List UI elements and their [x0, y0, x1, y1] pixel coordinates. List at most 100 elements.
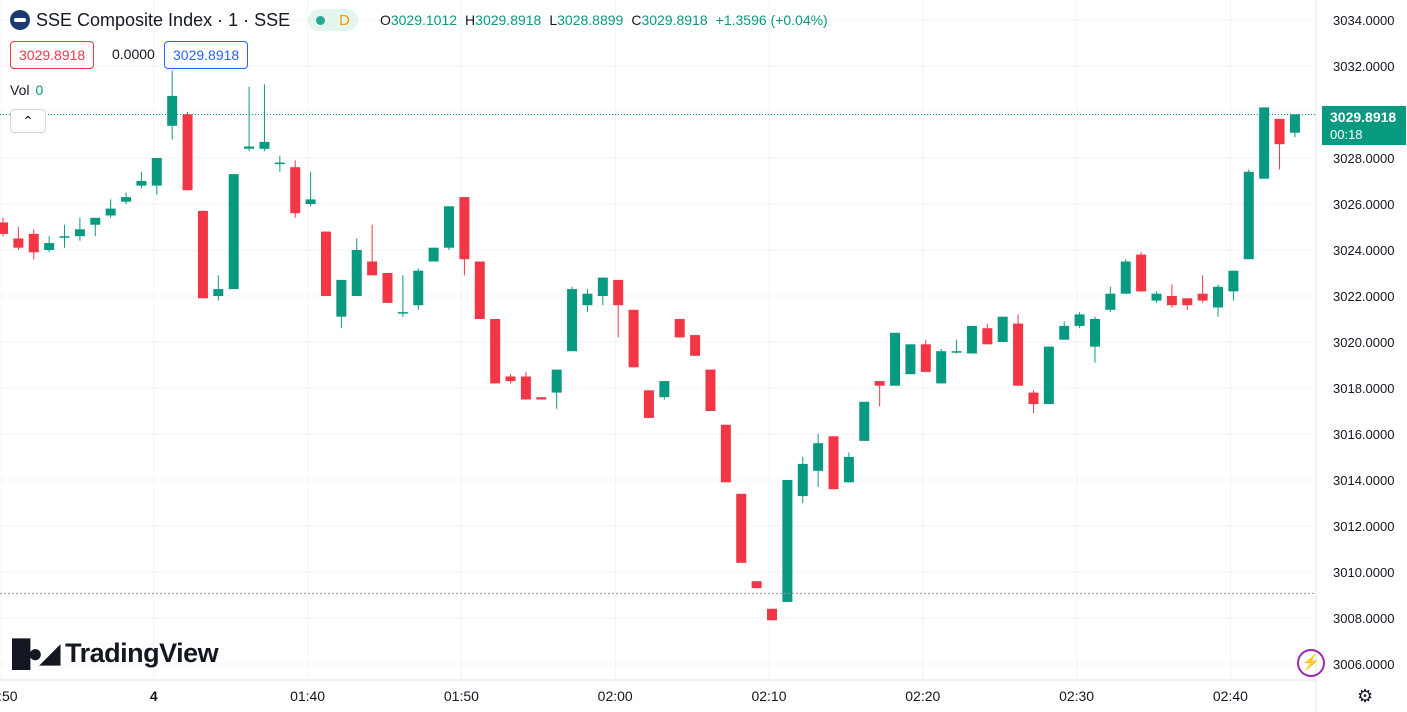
candle: [505, 374, 516, 384]
settings-gear-icon[interactable]: ⚙: [1357, 686, 1374, 706]
candle: [920, 339, 931, 372]
time-axis[interactable]: 06:50 4 01:40 01:50 02:00 02:10 02:20 02:30 02:4…: [0, 679, 1316, 704]
candle-body: [1043, 346, 1054, 405]
candle: [751, 581, 762, 589]
collapse-legend-button[interactable]: ⌃: [10, 109, 46, 133]
market-open-icon: [316, 15, 326, 25]
x-tick-label: 4: [150, 688, 158, 704]
close-label: C: [631, 12, 642, 28]
open-value: 3029.1012: [390, 12, 458, 28]
candle: [167, 70, 178, 140]
candle: [1228, 270, 1239, 301]
y-tick-label: 3008.0000: [1333, 611, 1394, 626]
y-tick-label: 3020.0000: [1333, 335, 1394, 350]
spread-value: 0.0000: [112, 46, 155, 62]
candle: [966, 325, 977, 354]
candle: [213, 275, 224, 301]
x-tick-label: 06:50: [0, 688, 18, 704]
candle-body: [197, 210, 208, 299]
candle: [1166, 284, 1177, 308]
tradingview-logo[interactable]: █●◢ TradingView: [12, 638, 219, 669]
candle-body: [843, 457, 854, 483]
candle: [228, 174, 239, 290]
candle-body: [351, 250, 362, 296]
x-tick-label: 01:40: [290, 688, 325, 704]
candle-body: [1259, 107, 1270, 179]
candle-body: [228, 174, 239, 290]
high-label: H: [465, 12, 476, 28]
candle-body: [1274, 118, 1285, 145]
symbol-title[interactable]: SSE Composite Index · 1 · SSE: [36, 9, 291, 30]
candle: [1197, 275, 1208, 303]
y-tick-label: 3032.0000: [1333, 59, 1394, 74]
candle: [1028, 390, 1039, 414]
x-tick-label: 02:00: [598, 688, 633, 704]
candle-body: [1074, 314, 1085, 326]
candle-body: [1197, 293, 1208, 301]
candle-body: [966, 325, 977, 354]
candle-body: [1105, 293, 1116, 310]
candle: [705, 369, 716, 411]
candle: [567, 286, 578, 352]
candle: [382, 273, 393, 303]
candle-body: [1243, 171, 1254, 260]
candle-body: [920, 344, 931, 372]
chart-header: SSE Composite Index · 1 · SSE D O3029.10…: [10, 8, 828, 32]
candle: [782, 480, 793, 602]
candle-body: [290, 167, 301, 214]
candle-body: [459, 197, 470, 260]
sell-price-button[interactable]: 3029.8918: [10, 41, 95, 69]
candle-body: [90, 217, 101, 225]
exchange-logo-icon: [10, 10, 30, 30]
candle: [1289, 114, 1300, 138]
grid-lines: [0, 0, 1316, 680]
candle: [244, 86, 255, 152]
candle: [336, 279, 347, 329]
buy-price-button[interactable]: 3029.8918: [164, 41, 249, 69]
candle-body: [782, 480, 793, 602]
candle-body: [690, 335, 701, 356]
candle-body: [490, 319, 501, 384]
candle: [905, 344, 916, 375]
candle: [90, 217, 101, 237]
candle: [536, 397, 547, 400]
candle: [0, 217, 8, 237]
chevron-up-icon: ⌃: [22, 113, 34, 129]
candle: [551, 369, 562, 409]
candle-body: [59, 236, 70, 238]
candle: [767, 608, 777, 621]
candle-body: [874, 381, 885, 386]
candle: [628, 309, 639, 368]
candle: [182, 112, 193, 191]
candle: [982, 323, 993, 345]
candle: [1043, 346, 1054, 405]
high-value: 3029.8918: [475, 12, 542, 28]
candle: [736, 493, 747, 563]
candle-body: [597, 277, 608, 296]
candle-body: [551, 369, 562, 393]
candle: [151, 158, 162, 195]
candle: [305, 171, 316, 207]
market-status[interactable]: D: [308, 9, 358, 31]
y-tick-label: 3012.0000: [1333, 519, 1394, 534]
candle-body: [567, 289, 578, 352]
candle: [1074, 312, 1085, 329]
candle: [1136, 252, 1147, 292]
x-tick-label: 02:30: [1059, 688, 1094, 704]
candle-body: [936, 351, 947, 384]
candle-body: [505, 376, 516, 382]
price-axis[interactable]: 3034.00003032.00003030.00003028.00003026…: [1315, 0, 1394, 712]
candle-body: [1089, 319, 1100, 347]
y-tick-label: 3010.0000: [1333, 565, 1394, 580]
open-label: O: [379, 12, 391, 28]
candle-body: [336, 279, 347, 317]
candle: [397, 275, 408, 317]
candle-body: [828, 436, 839, 490]
candle: [1259, 107, 1270, 179]
candle: [890, 332, 901, 386]
bolt-icon[interactable]: ⚡: [1297, 649, 1325, 677]
candle: [1089, 316, 1100, 363]
price-lines: [0, 113, 1316, 594]
candle: [290, 160, 301, 218]
